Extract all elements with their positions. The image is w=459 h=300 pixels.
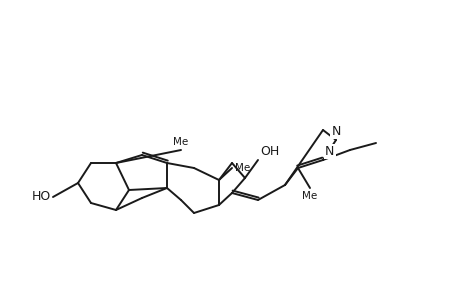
Text: N: N [325,145,334,158]
Text: N: N [330,125,340,138]
Text: OH: OH [259,145,279,158]
Text: Me: Me [173,137,188,147]
Text: HO: HO [32,190,51,203]
Text: Me: Me [235,163,250,173]
Text: Me: Me [302,191,317,201]
